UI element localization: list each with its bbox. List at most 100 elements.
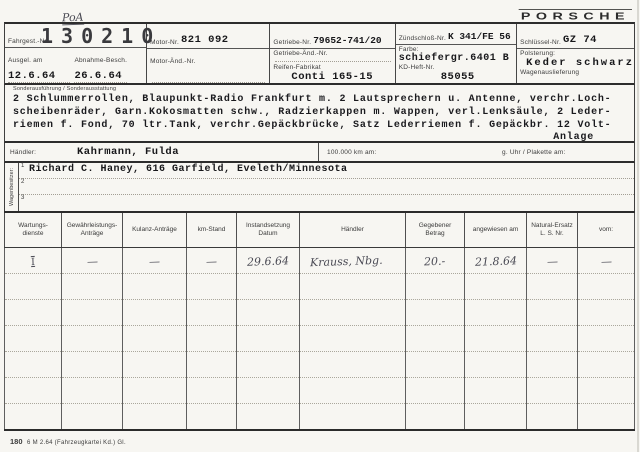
- owner-row-number: 1: [21, 163, 25, 169]
- field-acceptance: Abnahme-Besch. 26.6.64: [74, 49, 128, 83]
- table-row: [4, 273, 635, 300]
- table-cell: [299, 325, 406, 352]
- engine-label: Motor-Nr.: [150, 39, 179, 46]
- special-equipment-line: 2 Schlummerrollen, Blaupunkt-Radio Frank…: [13, 94, 612, 105]
- cell-value: 20.-: [424, 254, 446, 268]
- table-row: [4, 377, 635, 404]
- service-table: Wartungs- dienste Gewährleistungs- Anträg…: [4, 211, 635, 431]
- owner-row-number: 2: [21, 179, 25, 185]
- table-cell: [186, 377, 237, 404]
- gearbox-label: Getriebe-Nr.: [273, 39, 312, 46]
- upholstery-value: Keder schwarz: [526, 57, 634, 69]
- owner-row-2: 2: [19, 179, 634, 195]
- column-gearbox: Getriebe-Nr. 79652-741/20 Getriebe-Änd.-…: [270, 24, 396, 83]
- column-chassis: Fahrgest.-Nr. 130210 Ausgel. am 12.6.64 …: [5, 24, 153, 83]
- table-cell: [236, 273, 300, 300]
- cell-value: —: [86, 254, 98, 268]
- table-cell: [61, 299, 123, 326]
- dealer-row: Händler: Kahrmann, Fulda 100.000 km am: …: [4, 143, 635, 163]
- cell-value: 29.6.64: [246, 253, 290, 269]
- table-cell: [464, 377, 527, 404]
- paint-value: schiefergr.6401 B: [398, 53, 510, 64]
- table-cell: [577, 377, 635, 404]
- issued-label: Ausgel. am: [8, 57, 43, 64]
- table-cell: Krauss, Nbg.: [299, 247, 406, 274]
- table-cell: [186, 273, 237, 300]
- table-cell: [122, 273, 187, 300]
- table-row: [4, 403, 635, 430]
- field-gearbox-number: Getriebe-Nr. 79652-741/20: [270, 24, 395, 49]
- engine-mod-label: Motor-Änd.-Nr.: [150, 58, 196, 65]
- divider: [318, 143, 319, 161]
- gearbox-mod-label: Getriebe-Änd.-Nr.: [273, 50, 328, 57]
- key-value: GZ 74: [562, 34, 597, 46]
- chassis-label: Fahrgest.-Nr.: [8, 38, 49, 45]
- table-cell: [4, 403, 62, 430]
- table-cell: [4, 299, 62, 326]
- owner-row-1: 1 Richard C. Haney, 616 Garfield, Evelet…: [19, 163, 634, 179]
- table-row: [4, 325, 635, 352]
- table-row: I — — — 29.6.64 Krauss, Nbg. 20.- 21.8.64 — —: [4, 247, 635, 274]
- table-cell: [464, 325, 527, 352]
- table-cell: [236, 377, 300, 404]
- ignition-value: K 341/FE 56: [447, 31, 511, 42]
- table-cell: [299, 403, 406, 430]
- column-engine: Motor-Nr. 821 092 Motor-Änd.-Nr.: [147, 24, 271, 83]
- field-gearbox-mod-tires: Getriebe-Änd.-Nr. Reifen-Fabrikat Conti …: [270, 49, 394, 83]
- table-cell: [526, 299, 578, 326]
- special-equipment-label: Sonderausführung / Sonderausstattung: [13, 86, 117, 92]
- cell-value: —: [148, 254, 161, 268]
- table-cell: [122, 403, 187, 430]
- delivery-label: Wagenauslieferung: [520, 69, 580, 76]
- key-label: Schlüssel-Nr.: [520, 39, 561, 46]
- table-cell: [405, 299, 465, 326]
- special-equipment-line: Anlage: [553, 132, 594, 143]
- engine-value: 821 092: [180, 34, 229, 46]
- blank-entry-line: [275, 61, 391, 62]
- table-cell: [61, 273, 123, 300]
- table-cell: [236, 299, 300, 326]
- table-cell: [186, 299, 237, 326]
- chassis-value: 130210: [41, 24, 162, 48]
- table-cell: [526, 403, 578, 430]
- table-cell: [526, 351, 578, 378]
- table-cell: —: [61, 247, 123, 274]
- owner-side-strip: Wagenbesitzer:: [5, 163, 19, 211]
- table-row: [4, 351, 635, 378]
- table-cell: [61, 377, 123, 404]
- table-cell: [405, 377, 465, 404]
- ignition-label: Zündschloß-Nr.: [398, 35, 446, 42]
- table-cell: [4, 351, 62, 378]
- column-header: Wartungs- dienste: [4, 211, 62, 248]
- table-cell: [122, 377, 187, 404]
- column-key-upholstery: Schlüssel-Nr. GZ 74 Polsterung: Keder sc…: [517, 24, 634, 83]
- service-table-header: Wartungs- dienste Gewährleistungs- Anträg…: [4, 211, 635, 248]
- dealer-value: Kahrmann, Fulda: [77, 146, 180, 158]
- owner-row-3: 3: [19, 195, 634, 211]
- table-cell: [577, 403, 635, 430]
- table-cell: [299, 351, 406, 378]
- column-header: Gegebener Betrag: [405, 211, 465, 248]
- form-footer-text: 6 M 2.64 (Fahrzeugkartei Kd.) Gl.: [26, 440, 126, 446]
- table-cell: [464, 299, 527, 326]
- special-equipment-line: riemen f. Fond, 70 ltr.Tank, verchr.Gepä…: [13, 120, 612, 131]
- table-cell: [186, 403, 237, 430]
- table-cell: [577, 325, 635, 352]
- table-cell: [4, 273, 62, 300]
- table-cell: [577, 299, 635, 326]
- table-cell: [526, 377, 578, 404]
- table-cell: I: [4, 247, 62, 274]
- table-row: [4, 299, 635, 326]
- table-cell: 29.6.64: [236, 247, 300, 274]
- acceptance-value: 26.6.64: [74, 70, 128, 83]
- cell-value: —: [546, 254, 558, 268]
- table-cell: [405, 325, 465, 352]
- table-cell: 21.8.64: [464, 247, 527, 274]
- table-cell: [61, 403, 123, 430]
- table-cell: [122, 325, 187, 352]
- table-cell: [61, 325, 123, 352]
- field-dates: Ausgel. am 12.6.64 Abnahme-Besch. 26.6.6…: [5, 48, 146, 83]
- column-header: Natural-Ersatz L. S. Nr.: [526, 211, 578, 248]
- table-cell: [526, 325, 578, 352]
